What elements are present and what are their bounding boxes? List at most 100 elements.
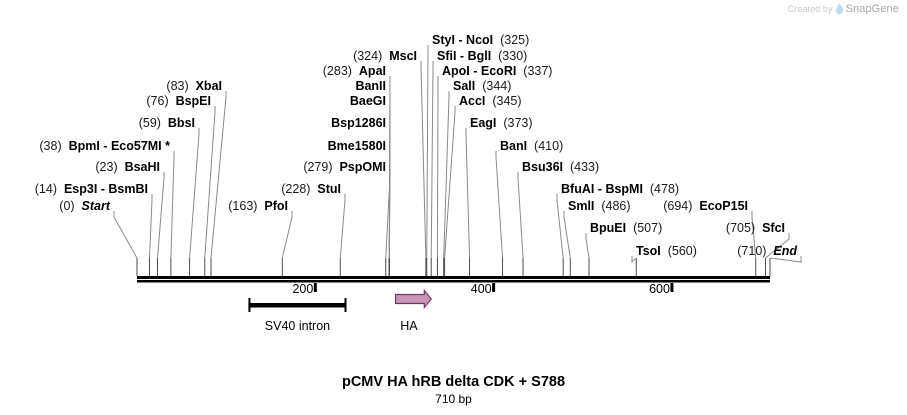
site-leader-line [113,211,138,259]
site-leader-line [148,194,153,259]
enzyme-name: BsmBI [108,182,148,196]
site-leader-line [751,211,757,259]
enzyme-label[interactable]: Bsp1286I [331,117,386,130]
enzyme-label[interactable]: (324) MscI [353,50,417,63]
enzyme-name-separator: - [456,49,468,63]
site-leader-line [769,256,802,263]
site-position: (59) [138,116,161,130]
enzyme-name-separator: - [99,139,111,153]
enzyme-name: StuI [317,182,341,196]
enzyme-label[interactable]: SalI (344) [453,80,511,93]
enzyme-label[interactable]: AccI (345) [459,95,522,108]
enzyme-name: Esp3I [63,182,98,196]
enzyme-label[interactable]: StyI - NcoI (325) [432,34,529,47]
page-title: pCMV HA hRB delta CDK + S788 [341,374,566,390]
site-position: (324) [353,49,383,63]
site-position: (0) [59,199,75,213]
enzyme-label[interactable]: EagI (373) [470,117,533,130]
enzyme-label[interactable]: BfuAI - BspMI (478) [561,183,679,196]
site-leader-line [426,45,429,259]
site-leader-line [281,211,293,259]
backbone-line [137,276,770,279]
enzyme-name: ApoI [442,64,470,78]
enzyme-label[interactable]: (705) SfcI [726,222,785,235]
site-position: (38) [39,139,62,153]
enzyme-name: BspMI [605,182,643,196]
site-position: (76) [146,94,169,108]
enzyme-name: BsaHI [124,160,160,174]
enzyme-label[interactable]: SfiI - BglI (330) [437,50,527,63]
enzyme-name: BbsI [167,116,195,130]
site-position: (337) [523,64,553,78]
enzyme-label[interactable]: (83) XbaI [166,80,222,93]
enzyme-label[interactable]: Bme1580I [328,140,386,153]
backbone-line-lower [137,280,770,283]
enzyme-label[interactable]: TsoI (560) [636,245,697,258]
enzyme-label[interactable]: BanI (410) [500,140,563,153]
enzyme-label[interactable]: (23) BsaHI [95,161,160,174]
enzyme-name: EcoP15I [699,199,748,213]
feature-caption[interactable]: SV40 intron [264,319,331,333]
site-leader-line [465,128,471,259]
enzyme-name: MscI [389,49,417,63]
site-leader-line [585,233,590,259]
enzyme-label[interactable]: (694) EcoP15I [663,200,748,213]
site-leader-line [210,91,227,259]
site-position: (410) [534,139,564,153]
ruler-label-600: 600 [649,282,670,296]
enzyme-label[interactable]: (0) Start [59,200,110,213]
enzyme-name: BanI [500,139,528,153]
enzyme-name: SfcI [762,221,785,235]
site-position: (228) [281,182,311,196]
site-leader-line [157,172,165,259]
enzyme-label[interactable]: (14) Esp3I - BsmBI [35,183,148,196]
enzyme-label[interactable]: BpuEI (507) [590,222,662,235]
site-leader-line [204,106,216,259]
enzyme-name-separator: - [97,182,109,196]
enzyme-label[interactable]: ApoI - EcoRI (337) [442,65,552,78]
enzyme-name: Eco57MI * [110,139,170,153]
site-position: (486) [601,199,631,213]
site-leader-line [388,76,391,259]
enzyme-name: BglI [467,49,492,63]
site-leader-line [765,233,790,259]
enzyme-label[interactable]: SmlI (486) [568,200,631,213]
enzyme-name-separator: - [469,64,481,78]
enzyme-label[interactable]: Bsu36I (433) [522,161,599,174]
site-position: (14) [34,182,57,196]
enzyme-label[interactable]: BanII [355,80,386,93]
site-position: (705) [725,221,756,235]
enzyme-name: XbaI [195,79,222,93]
enzyme-label[interactable]: (76) BspEI [146,95,211,108]
ruler-tick [492,283,496,292]
enzyme-label[interactable]: BaeGI [350,95,386,108]
ruler-label-400: 400 [470,282,492,296]
enzyme-name: SmlI [568,199,595,213]
site-position: (163) [228,199,258,213]
enzyme-name: ApaI [358,64,386,78]
site-leader-line [563,211,571,259]
enzyme-label[interactable]: (59) BbsI [139,117,195,130]
enzyme-name: Bme1580I [327,139,386,153]
feature-caption[interactable]: HA [400,319,418,333]
enzyme-label[interactable]: (279) PspOMI [303,161,386,174]
enzyme-name: SalI [453,79,476,93]
feature-arrow [394,288,433,310]
ruler-tick [670,283,674,292]
enzyme-label[interactable]: (163) PfoI [228,200,288,213]
site-position: (279) [303,160,333,174]
feature-bar-cap-left [248,298,251,312]
feature-bar [248,303,347,308]
enzyme-label[interactable]: (283) ApaI [323,65,386,78]
site-position: (373) [503,116,533,130]
enzyme-label[interactable]: (38) BpmI - Eco57MI * [39,140,170,153]
enzyme-name: BpuEI [590,221,627,235]
enzyme-label[interactable]: (710) End [737,245,797,258]
site-leader-line [430,61,434,259]
enzyme-label[interactable]: (228) StuI [281,183,341,196]
site-position: (433) [569,160,600,174]
snapgene-flame-icon [835,3,843,15]
enzyme-name: Start [81,199,110,213]
enzyme-name: BspEI [175,94,211,108]
